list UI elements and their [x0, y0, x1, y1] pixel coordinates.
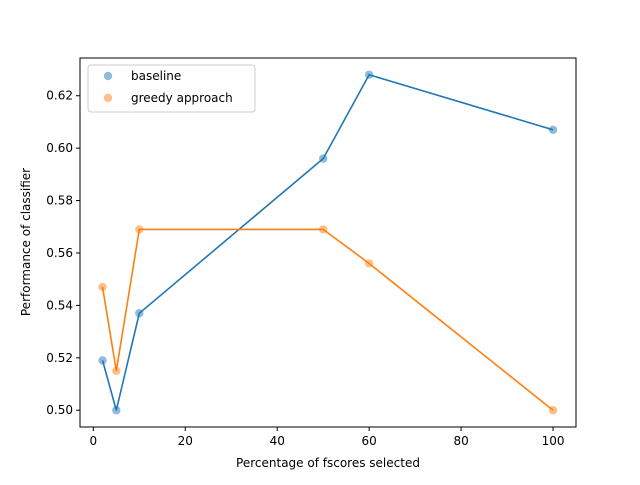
- x-tick-label: 100: [542, 434, 565, 448]
- data-point-series-0: [548, 125, 558, 135]
- x-axis-label: Percentage of fscores selected: [236, 456, 420, 470]
- legend: baseline greedy approach: [87, 64, 256, 113]
- legend-marker-0: [103, 71, 113, 81]
- x-tick-label: 80: [453, 434, 468, 448]
- data-point-series-0: [364, 70, 374, 79]
- series-line-0: [101, 73, 554, 411]
- x-axis-ticks: 0 20 40 60 80 100: [90, 427, 565, 448]
- data-point-series-1: [548, 406, 558, 415]
- y-tick-label: 0.50: [46, 403, 73, 417]
- plot-layer: [98, 70, 558, 415]
- data-point-series-1: [318, 225, 328, 234]
- x-tick-label: 60: [362, 434, 377, 448]
- axes-frame: [79, 57, 577, 428]
- data-point-series-1: [135, 225, 144, 234]
- series-line-1: [101, 228, 554, 411]
- y-axis-label: Performance of classifier: [19, 168, 33, 316]
- x-tick-label: 20: [178, 434, 193, 448]
- y-tick-label: 0.54: [46, 298, 73, 312]
- y-axis-ticks: 0.50 0.52 0.54 0.56 0.58 0.60 0.62: [46, 89, 80, 417]
- legend-label-1: greedy approach: [131, 91, 233, 105]
- legend-label-0: baseline: [131, 69, 181, 83]
- data-point-series-1: [364, 259, 374, 268]
- data-point-series-1: [98, 282, 107, 292]
- legend-marker-1: [103, 93, 113, 103]
- x-tick-label: 0: [90, 434, 98, 448]
- y-tick-label: 0.60: [46, 141, 73, 155]
- data-point-series-0: [318, 154, 328, 163]
- y-tick-label: 0.56: [46, 246, 73, 260]
- data-point-series-0: [135, 309, 144, 318]
- legend-box: [87, 64, 256, 113]
- data-point-series-0: [98, 356, 107, 365]
- y-tick-label: 0.62: [46, 89, 73, 103]
- y-tick-label: 0.58: [46, 194, 73, 208]
- y-tick-label: 0.52: [46, 351, 73, 365]
- data-point-series-1: [112, 366, 121, 376]
- x-tick-label: 40: [270, 434, 285, 448]
- data-point-series-0: [112, 406, 121, 415]
